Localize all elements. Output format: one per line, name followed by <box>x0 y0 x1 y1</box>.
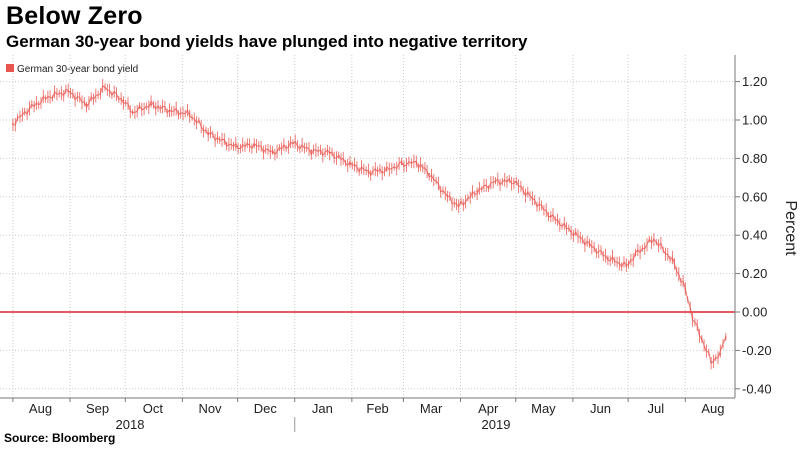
data-point <box>550 215 552 217</box>
x-tick-label: May <box>531 401 556 416</box>
chart-subtitle: German 30-year bond yields have plunged … <box>6 32 528 51</box>
data-point <box>625 265 628 267</box>
x-tick-label: Oct <box>143 401 164 416</box>
data-point <box>671 259 674 262</box>
data-point <box>570 230 572 233</box>
x-tick-label: Jul <box>647 401 664 416</box>
legend-label: German 30-year bond yield <box>17 64 138 75</box>
data-point <box>513 180 515 183</box>
data-point <box>28 107 31 110</box>
data-point <box>168 109 171 112</box>
x-tick-label: Aug <box>701 401 724 416</box>
data-point <box>634 253 637 256</box>
data-point <box>710 361 712 363</box>
data-point <box>207 132 209 135</box>
data-point <box>607 257 609 260</box>
data-point <box>310 149 313 152</box>
data-point <box>253 144 255 146</box>
x-tick-label: Feb <box>366 401 388 416</box>
source-note: Source: Bloomberg <box>4 431 116 445</box>
series-layer <box>12 79 727 370</box>
data-point <box>684 288 687 290</box>
y-tick-label: 0.60 <box>742 189 767 204</box>
data-point <box>235 146 237 148</box>
x-tick-label: Jan <box>312 401 333 416</box>
data-point <box>367 171 370 173</box>
x-tick-label: Jun <box>590 401 611 416</box>
x-year-label: 2019 <box>482 417 511 432</box>
data-point <box>328 151 331 154</box>
data-point <box>47 96 49 98</box>
data-point <box>446 196 449 198</box>
y-tick-label: 1.20 <box>742 74 767 89</box>
data-point <box>271 151 274 154</box>
data-point <box>67 90 69 92</box>
data-point <box>719 353 722 356</box>
data-point <box>691 317 694 319</box>
x-tick-label: Apr <box>478 401 499 416</box>
data-point <box>457 205 460 208</box>
x-tick-label: Mar <box>420 401 443 416</box>
data-point <box>131 111 134 114</box>
y-tick-label: 0.20 <box>742 266 767 281</box>
y-tick-label: 1.00 <box>742 113 767 128</box>
legend: German 30-year bond yield <box>6 64 138 75</box>
x-tick-label: Dec <box>254 401 278 416</box>
data-point <box>428 173 431 175</box>
axes: 1.20 1.00 0.80 0.60 0.40 0.20 0.00 -0.20 -0.40 Pe… <box>0 55 799 432</box>
y-tick-label: 0.40 <box>742 228 767 243</box>
x-tick-label: Aug <box>29 401 52 416</box>
y-tick-label: -0.40 <box>742 381 772 396</box>
data-point <box>12 123 14 125</box>
data-point <box>386 169 388 171</box>
data-point <box>588 244 591 246</box>
data-point <box>349 163 351 165</box>
data-point <box>85 103 88 106</box>
data-point <box>188 113 191 115</box>
data-point <box>104 86 106 89</box>
y-tick-label: 0.00 <box>742 305 767 320</box>
data-point <box>400 163 403 165</box>
data-point <box>292 142 294 144</box>
y-axis-label: Percent <box>782 200 799 256</box>
x-year-label: 2018 <box>116 417 145 432</box>
data-point <box>476 190 478 192</box>
grid-lines <box>0 55 735 398</box>
data-point <box>701 338 703 340</box>
data-point <box>494 180 497 183</box>
y-tick-label: 0.80 <box>742 151 767 166</box>
y-tick-label: -0.20 <box>742 343 772 358</box>
data-point <box>150 103 152 106</box>
chart-title: Below Zero <box>6 2 143 30</box>
data-point <box>122 100 125 102</box>
data-point <box>415 161 418 163</box>
data-point <box>531 197 534 200</box>
data-point <box>653 238 655 240</box>
legend-swatch <box>6 64 14 72</box>
data-point <box>725 336 727 338</box>
x-tick-label: Sep <box>86 401 109 416</box>
x-tick-label: Nov <box>198 401 222 416</box>
data-point <box>225 142 228 144</box>
series-line <box>12 85 727 365</box>
